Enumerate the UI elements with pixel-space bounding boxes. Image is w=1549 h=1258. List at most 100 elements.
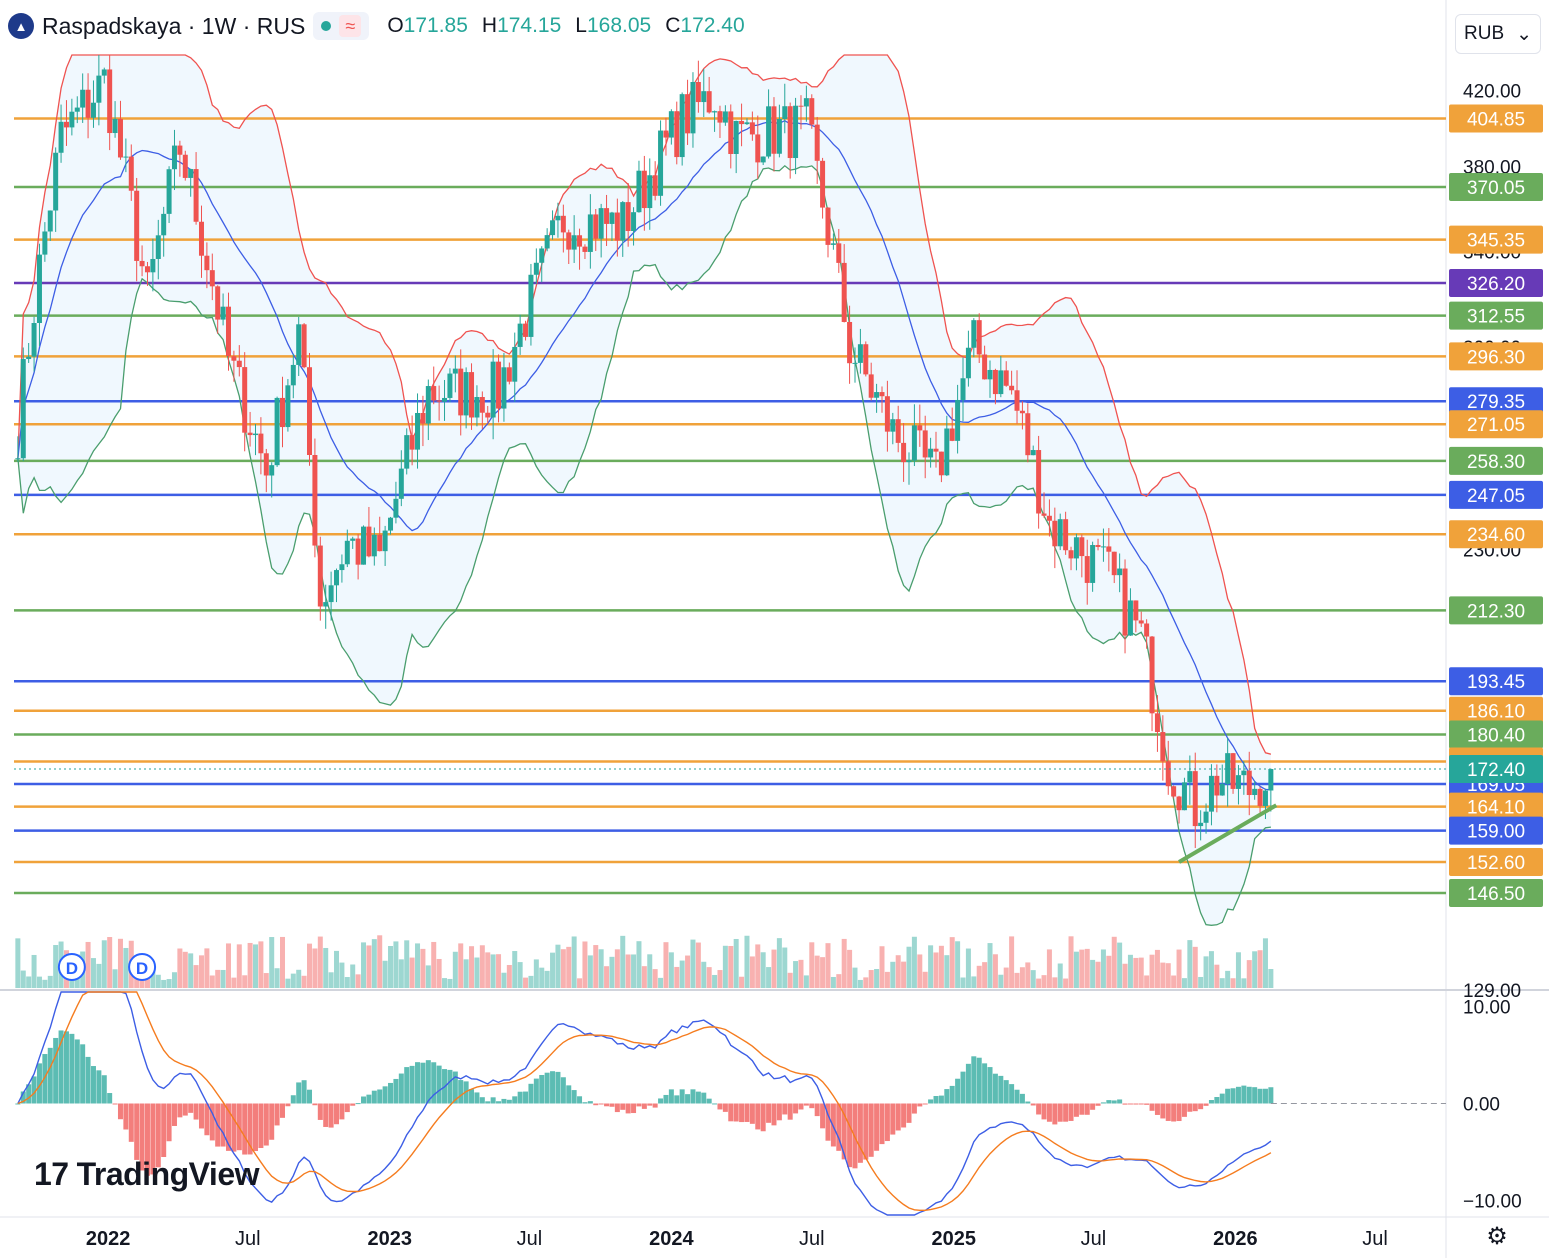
volume-bar bbox=[1014, 972, 1020, 988]
candle-body bbox=[1208, 775, 1214, 812]
tradingview-wordmark: TradingView bbox=[76, 1156, 260, 1192]
candle-body bbox=[938, 451, 944, 476]
ohlc-open-value: 171.85 bbox=[403, 14, 468, 37]
currency-label: RUB bbox=[1464, 23, 1505, 44]
oscillator-histogram-bar bbox=[107, 1093, 113, 1104]
oscillator-histogram-bar bbox=[1019, 1093, 1025, 1104]
candle-body bbox=[830, 243, 836, 245]
candle-body bbox=[80, 89, 86, 108]
volume-bar bbox=[166, 979, 172, 988]
oscillator-histogram-bar bbox=[625, 1103, 631, 1114]
tradingview-logo[interactable]: 17 TradingView bbox=[34, 1156, 260, 1193]
volume-bar bbox=[1176, 949, 1182, 988]
oscillator-histogram-bar bbox=[134, 1103, 140, 1160]
oscillator-histogram-bar bbox=[1214, 1097, 1220, 1104]
oscillator-histogram-bar bbox=[431, 1062, 437, 1104]
candle-body bbox=[825, 207, 831, 245]
dividend-marker-label: D bbox=[66, 959, 78, 978]
volume-bar bbox=[1090, 959, 1096, 988]
volume-bar bbox=[1154, 949, 1160, 988]
candle-body bbox=[1252, 788, 1258, 796]
volume-bar bbox=[1041, 975, 1047, 988]
oscillator-histogram-bar bbox=[760, 1103, 766, 1132]
volume-bar bbox=[171, 972, 177, 988]
candle-body bbox=[252, 433, 258, 436]
candle-body bbox=[1052, 520, 1058, 547]
candle-body bbox=[674, 111, 680, 158]
oscillator-histogram-bar bbox=[1090, 1103, 1096, 1110]
volume-bar bbox=[474, 957, 480, 988]
volume-bar bbox=[307, 943, 313, 988]
oscillator-histogram-bar bbox=[771, 1103, 777, 1126]
oscillator-tick-label: 0.00 bbox=[1463, 1095, 1500, 1116]
level-price-tag-label: 212.30 bbox=[1467, 601, 1525, 622]
volume-bar bbox=[425, 965, 431, 988]
candle-body bbox=[976, 320, 982, 355]
oscillator-histogram-bar bbox=[550, 1071, 556, 1104]
candle-body bbox=[523, 323, 529, 337]
oscillator-histogram-bar bbox=[323, 1103, 329, 1127]
candle-body bbox=[911, 425, 917, 461]
level-price-tag-label: 345.35 bbox=[1467, 231, 1525, 252]
oscillator-histogram-bar bbox=[739, 1103, 745, 1123]
volume-bar bbox=[398, 959, 404, 988]
oscillator-histogram-bar bbox=[706, 1098, 712, 1104]
oscillator-histogram-bar bbox=[280, 1103, 285, 1118]
oscillator-histogram-bar bbox=[409, 1065, 415, 1104]
oscillator-histogram-bar bbox=[53, 1037, 59, 1104]
oscillator-histogram-bar bbox=[1252, 1087, 1258, 1104]
candle-body bbox=[1100, 546, 1106, 548]
oscillator-histogram-bar bbox=[485, 1101, 491, 1104]
candle-body bbox=[625, 202, 631, 232]
oscillator-histogram-bar bbox=[712, 1103, 718, 1105]
volume-bar bbox=[280, 936, 285, 988]
volume-bar bbox=[668, 952, 674, 988]
volume-bar bbox=[550, 952, 556, 988]
oscillator-histogram-bar bbox=[803, 1103, 809, 1106]
oscillator-histogram-bar bbox=[371, 1090, 377, 1104]
candle-body bbox=[614, 212, 620, 241]
volume-bar bbox=[620, 935, 626, 988]
oscillator-histogram-bar bbox=[690, 1089, 696, 1104]
volume-bar bbox=[350, 964, 356, 988]
candle-body bbox=[1046, 515, 1052, 521]
candle-body bbox=[965, 347, 971, 379]
candle-body bbox=[539, 248, 545, 263]
oscillator-histogram-bar bbox=[506, 1099, 512, 1104]
volume-bar bbox=[431, 941, 437, 988]
candle-body bbox=[1009, 385, 1015, 391]
oscillator-histogram-bar bbox=[388, 1082, 394, 1104]
volume-bar bbox=[906, 946, 912, 988]
candle-body bbox=[733, 120, 739, 154]
oscillator-histogram-bar bbox=[1003, 1080, 1009, 1104]
oscillator-histogram-bar bbox=[825, 1103, 831, 1141]
candle-body bbox=[992, 369, 998, 395]
oscillator-histogram-bar bbox=[1014, 1089, 1020, 1104]
gear-icon[interactable]: ⚙ bbox=[1486, 1223, 1508, 1250]
candle-body bbox=[679, 94, 685, 158]
candle-body bbox=[809, 98, 815, 125]
candle-body bbox=[587, 214, 593, 252]
volume-bar bbox=[1268, 969, 1274, 988]
candle-body bbox=[636, 170, 642, 213]
candle-body bbox=[1014, 390, 1020, 411]
volume-bar bbox=[1149, 954, 1155, 988]
candle-body bbox=[361, 526, 367, 565]
oscillator-histogram-bar bbox=[474, 1092, 480, 1104]
oscillator-histogram-bar bbox=[112, 1103, 118, 1105]
candle-body bbox=[782, 106, 788, 119]
volume-bar bbox=[296, 969, 302, 988]
level-price-tag bbox=[1449, 410, 1543, 439]
volume-bar bbox=[933, 952, 939, 988]
indicator-badge[interactable]: ≈ bbox=[313, 12, 370, 40]
oscillator-histogram-bar bbox=[209, 1103, 215, 1141]
volume-bar bbox=[1057, 963, 1063, 988]
currency-select[interactable]: RUB ⌄ bbox=[1455, 14, 1541, 54]
symbol-title[interactable]: Raspadskaya · 1W · RUS bbox=[42, 12, 306, 39]
wave-icon[interactable]: ≈ bbox=[339, 15, 362, 37]
volume-bar bbox=[539, 967, 545, 988]
candle-body bbox=[215, 286, 221, 320]
oscillator-histogram-bar bbox=[290, 1095, 296, 1104]
oscillator-histogram-bar bbox=[663, 1094, 669, 1104]
